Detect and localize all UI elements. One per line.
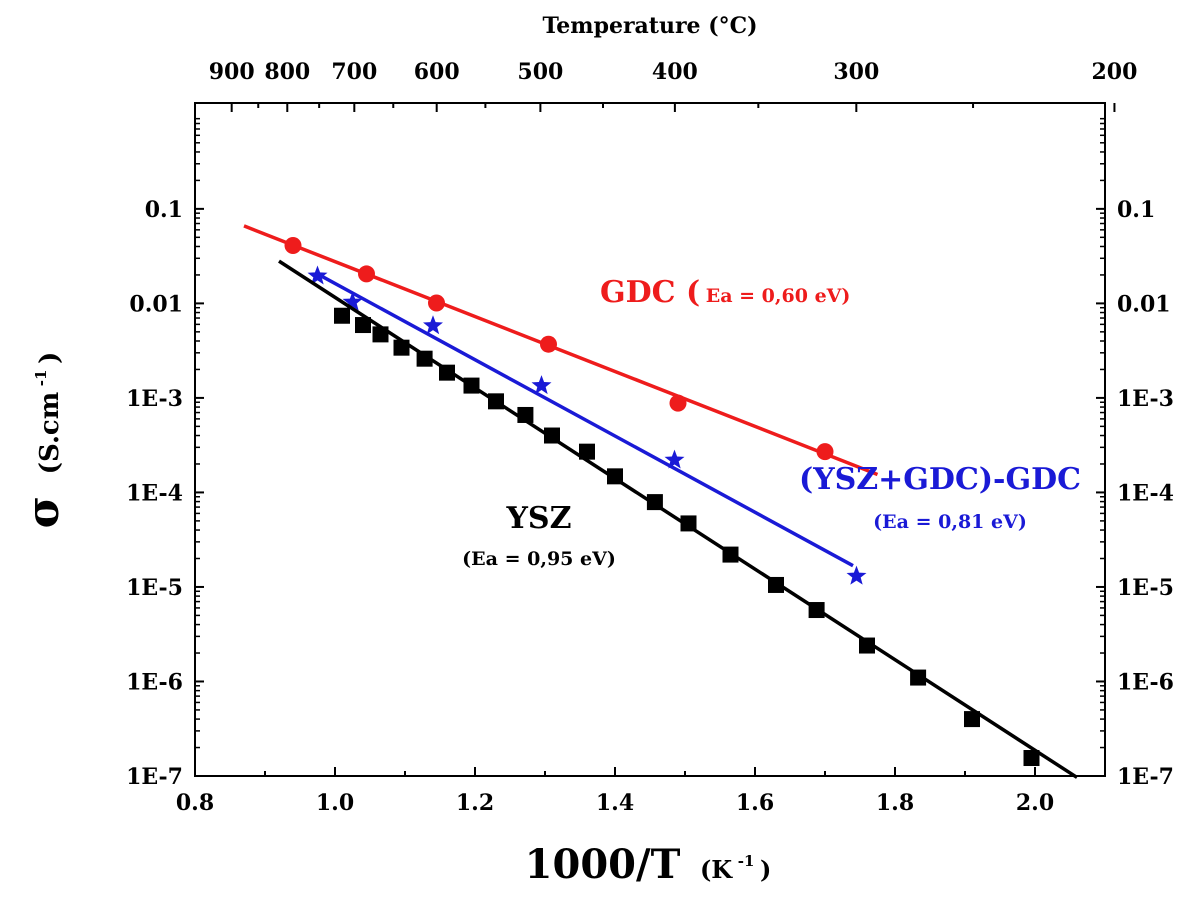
y-tick-label: 1E-4 xyxy=(126,480,183,506)
series-layer xyxy=(243,224,1078,779)
ysz-data-point xyxy=(808,602,825,619)
ysz-data-point xyxy=(463,377,480,394)
composite-data-point xyxy=(342,291,363,311)
top-tick-label: 500 xyxy=(517,59,563,85)
gdc-data-point xyxy=(284,236,302,254)
x-tick-label: 1.8 xyxy=(876,790,914,816)
gdc-series xyxy=(243,224,879,477)
y-tick-label: 1E-6 xyxy=(126,669,183,695)
top-tick-label: 200 xyxy=(1091,59,1137,85)
x-tick-label: 1.0 xyxy=(316,790,354,816)
ysz-data-point xyxy=(393,339,410,356)
ysz-series xyxy=(278,259,1078,779)
x-tick-label: 1.6 xyxy=(736,790,774,816)
y-right-tick-label: 1E-5 xyxy=(1117,575,1174,601)
ysz-fit-line xyxy=(278,259,1078,779)
top-tick-label: 300 xyxy=(833,59,879,85)
y-tick-label: 1E-5 xyxy=(126,575,183,601)
y-right-tick-label: 0.1 xyxy=(1117,197,1155,223)
composite-data-point xyxy=(664,449,685,469)
axis-ticks: 0.8 1.0 1.2 1.4 1.6 1.8 2.0 0.1 0.1 0.01 0.01 1E-3 1… xyxy=(126,59,1174,816)
composite-series xyxy=(307,265,867,585)
ysz-data-point xyxy=(910,669,927,686)
gdc-label: GDC ( xyxy=(600,275,700,310)
y-right-tick-label: 0.01 xyxy=(1117,291,1171,317)
ysz-label: YSZ xyxy=(506,501,572,536)
top-tick-label: 400 xyxy=(652,59,698,85)
y-axis-unit-close: ) xyxy=(35,352,65,364)
ysz-data-point xyxy=(334,307,350,324)
ysz-data-point xyxy=(859,637,875,654)
gdc-data-point xyxy=(358,265,375,283)
y-tick-label: 0.01 xyxy=(129,291,183,317)
x-axis-unit-close: ) xyxy=(760,855,771,884)
ysz-data-point xyxy=(579,443,595,460)
x-tick-label: 1.2 xyxy=(456,790,494,816)
gdc-data-point xyxy=(669,394,687,412)
ysz-data-point xyxy=(646,494,663,511)
x-tick-label: 1.4 xyxy=(596,790,634,816)
y-tick-label: 1E-7 xyxy=(126,764,183,790)
ysz-data-point xyxy=(680,515,697,532)
x-axis-title: 1000/T (K -1 ) xyxy=(525,841,772,888)
ysz-data-point xyxy=(439,364,455,381)
ysz-data-point xyxy=(517,406,534,423)
gdc-annotation: GDC ( Ea = 0,60 eV) xyxy=(600,275,850,310)
gdc-data-point xyxy=(540,335,557,353)
y-axis-unit: (S.cm xyxy=(35,392,65,475)
x-tick-label: 0.8 xyxy=(176,790,214,816)
gdc-data-point xyxy=(816,443,834,461)
ysz-data-point xyxy=(607,468,623,485)
gdc-ea-label: Ea = 0,60 eV) xyxy=(706,285,851,307)
top-tick-label: 900 xyxy=(209,59,255,85)
x-axis-unit-sup: -1 xyxy=(738,852,755,870)
x-axis-unit: (K xyxy=(700,855,733,884)
y-right-tick-label: 1E-3 xyxy=(1117,386,1174,412)
ysz-ea-label: (Ea = 0,95 eV) xyxy=(462,548,616,570)
composite-data-point xyxy=(307,265,328,285)
ysz-data-point xyxy=(372,326,389,343)
y-axis-symbol: σ xyxy=(18,496,69,528)
x-tick-label: 2.0 xyxy=(1016,790,1054,816)
x-axis-title-main: 1000/T xyxy=(525,841,681,888)
ysz-data-point xyxy=(722,546,739,563)
gdc-data-point xyxy=(428,294,445,312)
gdc-fit-line xyxy=(243,224,879,477)
svg-text:σ (S.cm -1 ): σ (S.cm -1 ) xyxy=(18,352,69,529)
y-right-tick-label: 1E-4 xyxy=(1117,480,1174,506)
y-right-tick-label: 1E-7 xyxy=(1117,764,1174,790)
ysz-data-point xyxy=(488,393,504,410)
composite-data-point xyxy=(846,565,867,585)
ysz-data-point xyxy=(1023,750,1040,767)
plot-frame xyxy=(194,102,1106,777)
composite-fit-line xyxy=(316,272,854,568)
composite-label: (YSZ+GDC)-GDC xyxy=(799,462,1081,497)
top-tick-label: 600 xyxy=(414,59,460,85)
composite-data-point xyxy=(423,315,443,335)
composite-ea-label: (Ea = 0,81 eV) xyxy=(873,511,1027,533)
ysz-data-point xyxy=(355,317,371,334)
y-right-tick-label: 1E-6 xyxy=(1117,669,1174,695)
y-tick-label: 1E-3 xyxy=(126,386,183,412)
y-tick-label: 0.1 xyxy=(145,197,183,223)
ysz-data-point xyxy=(768,576,784,593)
ysz-data-point xyxy=(964,711,980,728)
top-tick-label: 700 xyxy=(331,59,377,85)
y-axis-unit-sup: -1 xyxy=(32,370,50,387)
top-axis-title: Temperature (°C) xyxy=(542,13,757,39)
composite-data-point xyxy=(531,375,552,395)
ysz-data-point xyxy=(544,427,560,444)
ysz-data-point xyxy=(416,350,433,367)
top-tick-label: 800 xyxy=(264,59,310,85)
y-axis-title: σ (S.cm -1 ) xyxy=(18,352,69,529)
